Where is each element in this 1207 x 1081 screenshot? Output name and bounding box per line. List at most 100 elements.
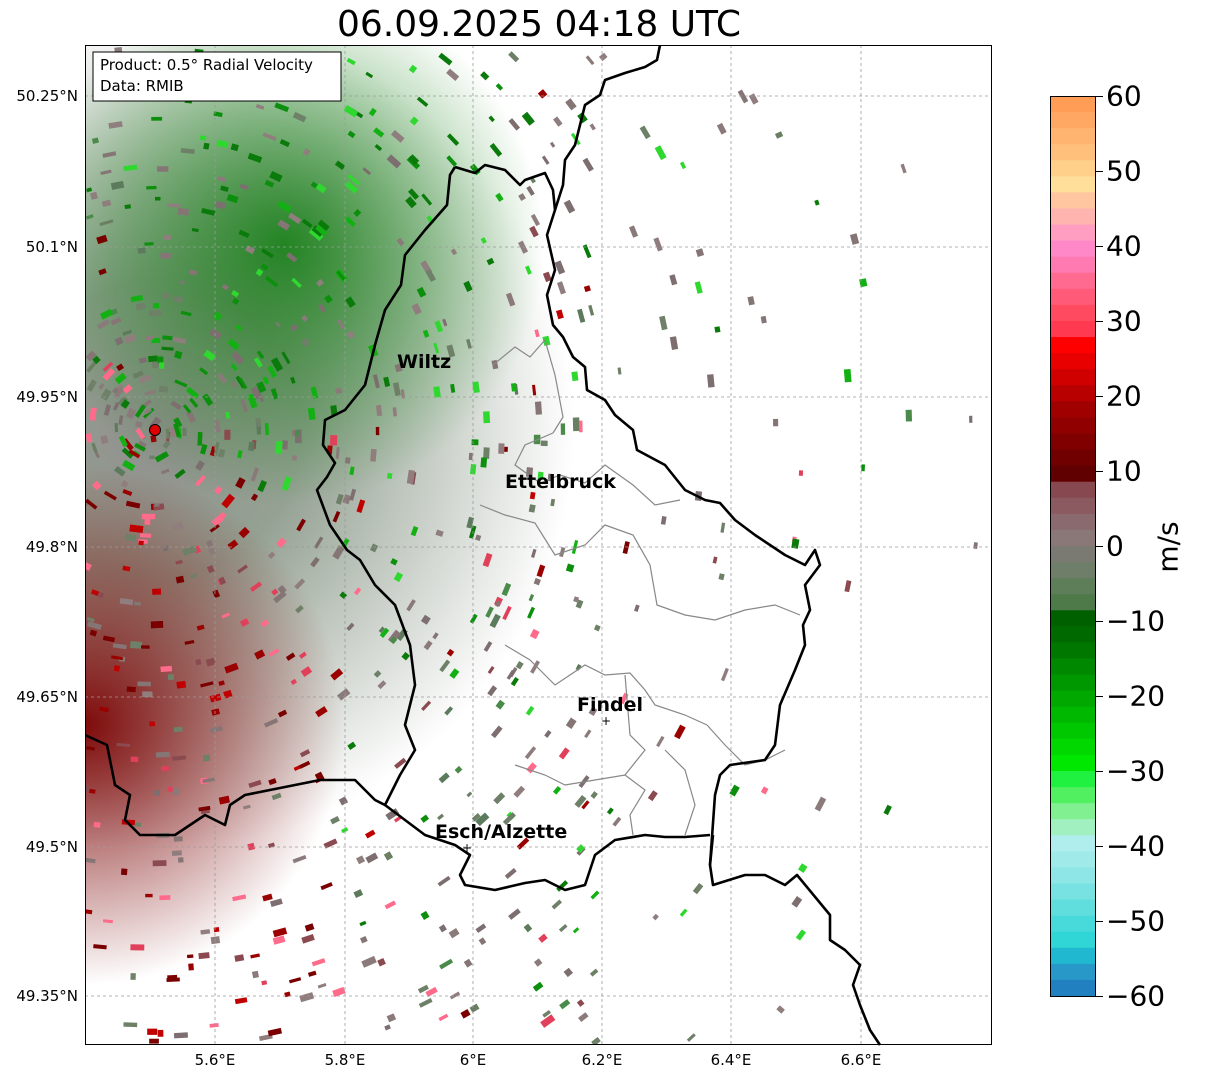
- echo-cell: [729, 784, 740, 797]
- echo-cell: [386, 1013, 397, 1023]
- echo-cell: [531, 548, 537, 558]
- echo-cell: [174, 350, 183, 360]
- echo-cell: [529, 225, 539, 238]
- colorbar-step: [1050, 787, 1096, 804]
- echo-cell: [292, 854, 307, 864]
- echo-cell: [438, 1013, 449, 1022]
- echo-cell: [411, 303, 422, 316]
- radar-site-marker[interactable]: [149, 424, 161, 436]
- echo-cell: [308, 227, 324, 242]
- echo-cell: [572, 927, 580, 934]
- echo-cell: [251, 970, 259, 979]
- echo-cell: [576, 844, 585, 853]
- colorbar-step: [1050, 465, 1096, 483]
- echo-cell: [85, 784, 90, 792]
- echo-cell: [85, 350, 97, 362]
- echo-cell: [188, 269, 198, 276]
- echo-cell: [256, 350, 265, 360]
- echo-cell: [130, 944, 145, 951]
- echo-cell: [205, 657, 216, 667]
- echo-cell: [174, 468, 186, 479]
- echo-cell: [334, 160, 346, 171]
- echo-cell: [186, 954, 194, 959]
- echo-cell: [124, 204, 132, 210]
- radar-map[interactable]: Wiltz Ettelbruck Findel Esch/Alzette + +…: [85, 45, 993, 1046]
- echo-cell: [300, 666, 313, 677]
- echo-cell: [791, 538, 800, 549]
- echo-cell: [262, 893, 273, 902]
- echo-cell: [486, 257, 495, 266]
- echo-cell: [291, 277, 302, 288]
- echo-cell: [480, 457, 488, 468]
- echo-cell: [307, 407, 316, 421]
- echo-cell: [686, 1033, 696, 1042]
- echo-cell: [218, 576, 227, 585]
- echo-cell: [374, 143, 383, 152]
- echo-cell: [231, 381, 238, 388]
- echo-cell: [100, 435, 109, 445]
- echo-cell: [526, 762, 537, 774]
- echo-cell: [559, 999, 571, 1010]
- echo-cell: [199, 367, 209, 376]
- echo-cell: [114, 336, 124, 346]
- echo-cell: [92, 480, 102, 491]
- echo-cell: [578, 420, 583, 433]
- echo-cell: [202, 754, 211, 762]
- echo-cell: [554, 260, 566, 275]
- echo-cell: [540, 1014, 556, 1028]
- colorbar-step: [1050, 144, 1096, 161]
- colorbar-step: [1050, 899, 1096, 917]
- colorbar-tick-mark: [1096, 471, 1103, 472]
- echo-cell: [86, 187, 93, 193]
- echo-cell: [310, 556, 320, 568]
- echo-cell: [446, 648, 455, 657]
- echo-cell: [268, 648, 280, 657]
- echo-cell: [324, 294, 333, 304]
- echo-cell: [747, 296, 755, 306]
- echo-cell: [843, 368, 852, 383]
- national-borders: [85, 45, 882, 1046]
- colorbar-step: [1050, 208, 1096, 226]
- echo-cell: [281, 440, 288, 450]
- echo-cell: [505, 292, 516, 307]
- echo-cell: [590, 791, 598, 799]
- echo-cell: [162, 292, 170, 299]
- echo-cell: [377, 957, 386, 967]
- echo-cell: [844, 580, 852, 593]
- echo-cell: [128, 449, 141, 459]
- echo-cell: [112, 387, 120, 395]
- echo-cell: [814, 199, 820, 206]
- echo-cell: [223, 689, 233, 699]
- echo-cell: [237, 564, 248, 574]
- echo-cell: [144, 242, 154, 246]
- echo-cell: [122, 384, 133, 394]
- radar-echoes: [85, 45, 992, 1045]
- echo-cell: [206, 564, 215, 574]
- echo-cell: [121, 868, 128, 876]
- colorbar-tick-mark: [1096, 321, 1103, 322]
- echo-cell: [214, 420, 221, 433]
- echo-cell: [527, 606, 536, 619]
- echo-cell: [346, 57, 356, 66]
- echo-cell: [163, 234, 171, 241]
- echo-cell: [337, 688, 351, 701]
- echo-cell: [281, 351, 291, 365]
- echo-cell: [529, 628, 540, 640]
- echo-cell: [525, 705, 535, 716]
- echo-cell: [573, 596, 580, 603]
- echo-cell: [238, 229, 250, 239]
- echo-cell: [582, 157, 594, 172]
- echo-cell: [483, 411, 491, 424]
- echo-cell: [299, 992, 315, 1003]
- echo-cell: [532, 981, 544, 992]
- echo-cell: [209, 524, 220, 533]
- echo-cell: [593, 624, 601, 632]
- echo-cell: [118, 415, 124, 425]
- echo-cell: [389, 636, 398, 645]
- echo-cell: [338, 796, 349, 806]
- colorbar-label: m/s: [1151, 521, 1185, 573]
- echo-cell: [504, 867, 517, 880]
- echo-cell: [528, 593, 535, 602]
- echo-cell: [167, 786, 173, 792]
- echo-cell: [409, 116, 419, 126]
